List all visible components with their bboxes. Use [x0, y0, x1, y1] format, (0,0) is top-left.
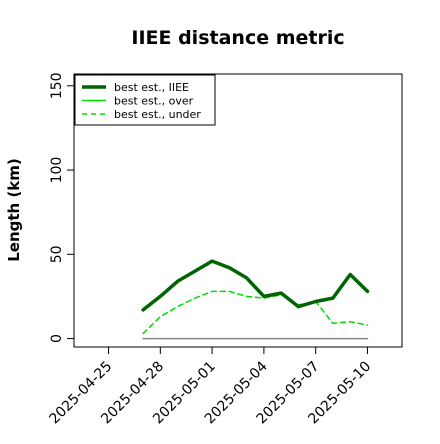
- axes: 2025-04-252025-04-282025-05-012025-05-04…: [47, 72, 375, 427]
- legend-entry-label: best est., over: [114, 95, 194, 108]
- legend-entry-label: best est., IIEE: [114, 81, 189, 94]
- y-tick-label: 50: [49, 245, 65, 263]
- series-layer: [141, 259, 370, 340]
- series-line-3: [142, 290, 369, 335]
- y-tick-label: 150: [49, 72, 65, 99]
- y-tick-label: 0: [49, 334, 65, 343]
- legend-entry-label: best est., under: [114, 108, 201, 121]
- y-axis-label: Length (km): [5, 158, 23, 262]
- series-line-1: [141, 259, 370, 312]
- y-tick-label: 100: [49, 157, 65, 184]
- chart-title: IIEE distance metric: [131, 27, 344, 49]
- plot-area-frame: [73, 73, 403, 348]
